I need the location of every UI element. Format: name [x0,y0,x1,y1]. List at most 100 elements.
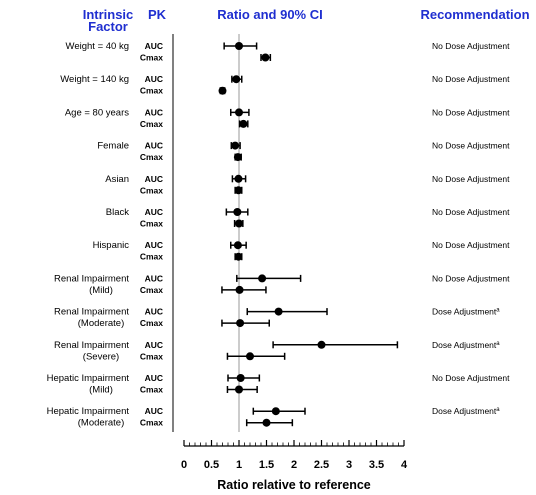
ratio-point [234,174,243,183]
factor-label: Hepatic Impairment [47,406,130,417]
ratio-point [235,285,244,294]
ratio-point [239,119,248,128]
ratio-point [235,219,243,228]
factor-row: Hepatic Impairment(Moderate) AUC Cmax Dose … [47,406,501,429]
recommendation-text: No Dose Adjustment [432,74,510,84]
ratio-point [274,307,283,316]
recommendation-text: No Dose Adjustment [432,41,510,51]
x-tick-label: 4 [401,459,408,471]
ratio-point [236,374,245,382]
factor-row: Weight = 40 kg AUC Cmax No Dose Adjustment [66,41,511,63]
ratio-point [231,141,240,150]
x-tick-label: 1.5 [259,459,274,471]
pk-param-label: AUC [145,273,163,283]
header-recommendation: Recommendation [420,7,529,22]
pk-param-label: Cmax [140,318,163,328]
recommendation-text: No Dose Adjustment [432,240,510,250]
ratio-point [234,186,243,195]
ratio-point [232,75,241,84]
recommendation-text: No Dose Adjustment [432,207,510,217]
header-factor-line-2: Factor [88,19,128,34]
x-axis: 0 0.5 1 1.5 2 2.5 3 3.5 4 [181,440,408,471]
pk-param-label: AUC [145,307,163,317]
factor-sublabel: (Mild) [89,285,113,296]
header-factor-line-1: Intrinsic [83,7,134,22]
factor-label: Renal Impairment [54,340,129,351]
ratio-point [246,352,254,361]
pk-param-label: AUC [145,373,163,383]
ratio-point [234,252,243,261]
factor-row: Hepatic Impairment(Mild) AUC Cmax No Dose A… [47,373,510,396]
factor-sublabel: (Mild) [89,385,113,396]
factor-row: Age = 80 years AUC Cmax No Dose Adjustment [65,107,510,128]
factor-label: Black [106,207,129,218]
pk-param-label: Cmax [140,53,163,63]
footnote-marker: a [496,407,500,413]
pk-param-label: AUC [145,240,163,250]
recommendation-text: No Dose Adjustment [432,174,510,184]
ratio-point [236,319,245,328]
ratio-point [261,53,270,62]
ratio-point [233,241,242,250]
x-tick-label: 3.5 [369,459,384,471]
ratio-point [271,407,280,416]
pk-param-label: Cmax [140,152,163,162]
recommendation-text: No Dose Adjustment [432,373,510,383]
factor-label: Renal Impairment [54,273,129,284]
footnote-marker: a [496,341,500,347]
pk-param-label: AUC [145,174,163,184]
pk-param-label: Cmax [140,86,163,96]
pk-param-label: AUC [145,74,163,84]
factor-row: Black AUC Cmax No Dose Adjustment [106,207,510,229]
ratio-point [235,108,243,117]
header-pk: PK [148,7,167,22]
pk-param-label: AUC [145,340,163,350]
recommendation-text: Dose Adjustmenta [432,340,500,350]
pk-param-label: AUC [145,41,163,51]
header-ratio: Ratio and 90% CI [217,7,322,22]
pk-param-label: AUC [145,406,163,416]
factor-row: Weight = 140 kg AUC Cmax No Dose Adjustment [60,74,510,96]
factor-label: Hepatic Impairment [47,373,130,384]
pk-param-label: Cmax [140,119,163,129]
x-tick-label: 2.5 [314,459,329,471]
pk-param-label: Cmax [140,385,163,395]
x-tick-label: 0 [181,459,187,471]
ratio-point [233,208,242,216]
x-tick-label: 1 [236,459,242,471]
recommendation-text: No Dose Adjustment [432,141,510,151]
recommendation-text: No Dose Adjustment [432,273,510,283]
pk-param-label: Cmax [140,418,163,428]
ratio-point [235,42,243,50]
factor-row: Hispanic AUC Cmax No Dose Adjustment [93,240,511,262]
x-tick-label: 3 [346,459,352,471]
factor-sublabel: (Severe) [83,351,119,362]
factor-sublabel: (Moderate) [78,318,124,329]
factor-label: Age = 80 years [65,107,129,118]
pk-param-label: AUC [145,141,163,151]
factor-sublabel: (Moderate) [78,418,124,429]
pk-param-label: Cmax [140,219,163,229]
pk-param-label: Cmax [140,285,163,295]
x-tick-label: 2 [291,459,297,471]
ratio-point [235,385,243,394]
factor-row: Renal Impairment(Mild) AUC Cmax No Dose Adj… [54,273,510,296]
pk-param-label: Cmax [140,252,163,262]
x-axis-label: Ratio relative to reference [217,478,371,492]
pk-param-label: Cmax [140,185,163,195]
x-tick-label: 0.5 [204,459,219,471]
factor-label: Weight = 140 kg [60,74,129,85]
pk-param-label: Cmax [140,351,163,361]
footnote-marker: a [496,308,500,314]
factor-label: Female [97,141,129,152]
factor-label: Asian [105,174,129,185]
recommendation-text: Dose Adjustmenta [432,406,500,416]
factor-label: Renal Impairment [54,307,129,318]
factor-label: Hispanic [93,240,130,251]
recommendation-text: No Dose Adjustment [432,107,510,117]
